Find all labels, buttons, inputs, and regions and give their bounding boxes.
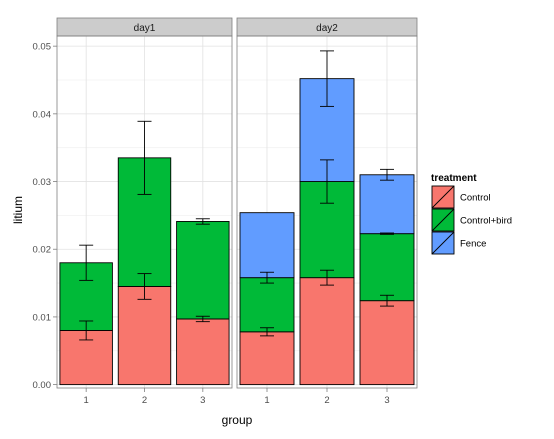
legend-key-slash — [431, 231, 455, 255]
bar-segment — [239, 331, 295, 386]
panel-border — [56, 35, 233, 389]
x-tick-label: 2 — [324, 395, 329, 406]
bar-segment — [359, 300, 415, 386]
y-tick-label: 0.04 — [33, 109, 52, 120]
y-tick-label: 0.00 — [33, 380, 52, 391]
x-tick-label: 1 — [264, 395, 269, 406]
bar-segment — [359, 233, 415, 302]
legend-key-slash — [431, 185, 455, 209]
y-tick-label: 0.02 — [33, 245, 52, 256]
x-axis-title: group — [222, 413, 253, 427]
y-tick-label: 0.01 — [33, 312, 52, 323]
bar-segment — [239, 212, 295, 279]
bar-segment — [239, 277, 295, 333]
x-tick-label: 3 — [200, 395, 205, 406]
bar-segment — [359, 174, 415, 235]
legend-label: Control — [460, 193, 491, 204]
x-tick-label: 1 — [84, 395, 89, 406]
panel-border — [236, 35, 418, 389]
legend-label: Control+bird — [460, 216, 512, 227]
y-axis-title: litium — [11, 196, 25, 224]
facet-label: day2 — [316, 23, 338, 34]
y-tick-label: 0.03 — [33, 177, 52, 188]
legend: treatment Control Control+bird Fence — [431, 173, 512, 255]
y-tick-label: 0.05 — [33, 42, 52, 53]
bar-segment — [176, 221, 230, 320]
legend-key-slash — [431, 208, 455, 232]
x-tick-label: 3 — [384, 395, 389, 406]
bar-segment — [117, 286, 172, 386]
legend-label: Fence — [460, 239, 486, 250]
bar-segment — [299, 277, 355, 386]
legend-title: treatment — [431, 173, 477, 184]
facet-label: day1 — [134, 23, 156, 34]
bar-segment — [176, 318, 230, 386]
x-tick-label: 2 — [142, 395, 147, 406]
